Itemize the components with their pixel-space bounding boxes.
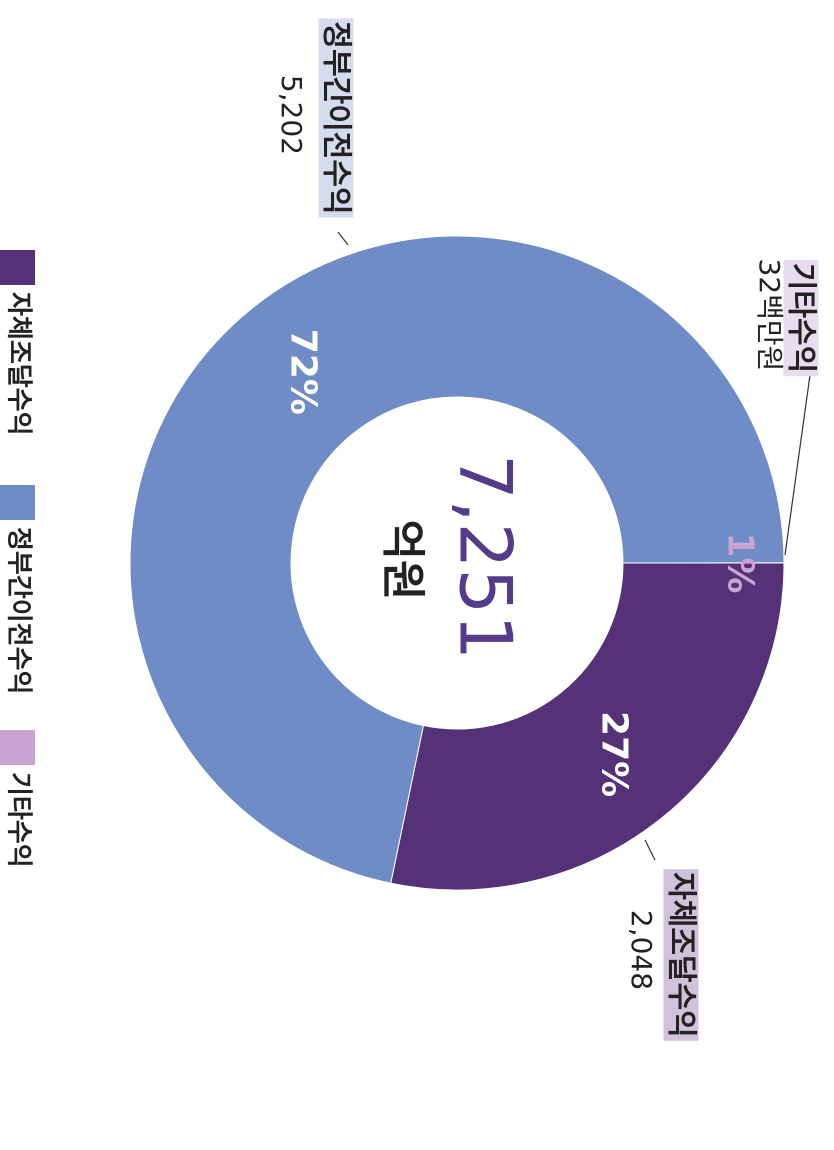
legend-swatch	[0, 730, 35, 765]
leader-line	[784, 374, 811, 556]
donut-slice	[390, 562, 785, 891]
value-label: 32백만원	[753, 259, 786, 372]
label-background	[783, 259, 819, 377]
category-label: 정부간이전수익	[319, 21, 354, 214]
legend-label: 정부간이전수익	[4, 527, 34, 694]
legend-swatch	[0, 250, 35, 285]
category-label: 자체조달수익	[664, 872, 699, 1038]
leader-line	[644, 839, 656, 861]
category-label: 기타수익	[784, 263, 819, 373]
value-label: 2,048	[625, 910, 658, 990]
donut-slice	[129, 235, 785, 884]
total-unit: 억원	[377, 520, 428, 601]
total-value: 7,251	[443, 454, 527, 660]
chart-body: 7,251 억원 27%자체조달수익2,04872%정부간이전수익5,2021%…	[0, 18, 819, 1041]
label-background	[663, 869, 699, 1041]
leader-line	[337, 231, 349, 246]
percent-label: 27%	[594, 711, 635, 797]
percent-label: 72%	[282, 329, 323, 415]
legend-label: 자체조달수익	[4, 292, 34, 436]
value-label: 5,202	[275, 75, 308, 155]
label-background	[318, 18, 354, 218]
legend-swatch	[0, 485, 35, 520]
legend-label: 기타수익	[4, 772, 34, 868]
percent-label: 1%	[720, 532, 761, 593]
